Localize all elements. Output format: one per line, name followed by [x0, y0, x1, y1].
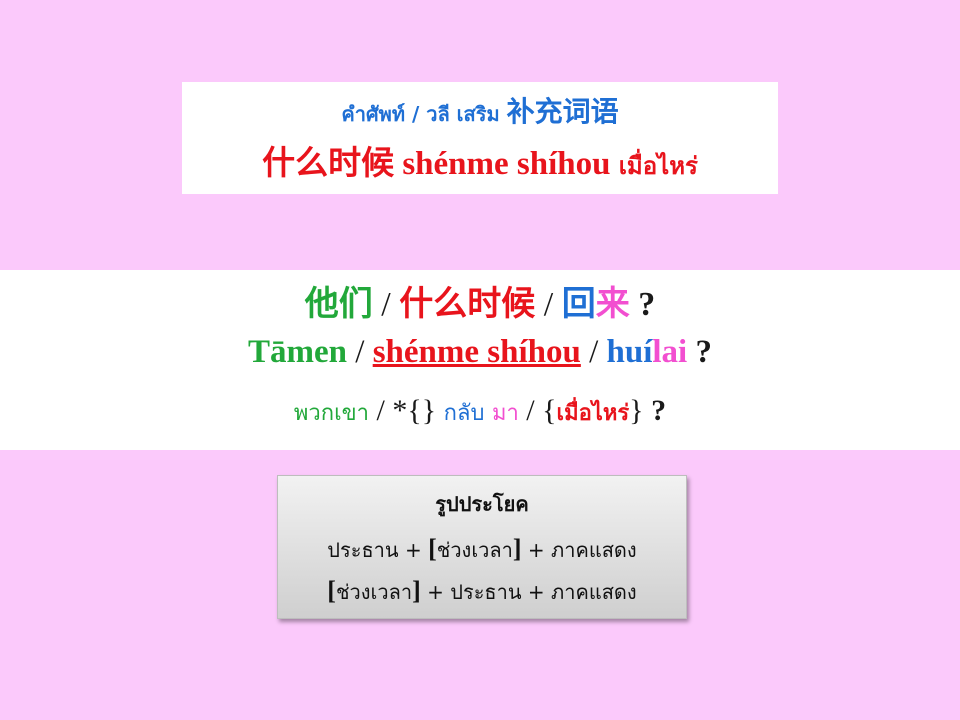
pinyin-time-word: shénme shíhou	[372, 334, 581, 370]
pattern-predicate: ภาคแสดง	[551, 580, 637, 604]
thai-subject: พวกเขา	[293, 401, 369, 426]
plus-sign: +	[427, 580, 444, 604]
sentence-pattern-box: รูปประโยค ประธาน + [ช่วงเวลา] + ภาคแสดง …	[277, 475, 687, 619]
pinyin-verb-1: huí	[606, 334, 653, 370]
chinese-verb-1: 回	[561, 286, 596, 323]
pattern-predicate: ภาคแสดง	[551, 538, 637, 562]
separator: /	[355, 334, 365, 370]
close-bracket: ]	[412, 576, 421, 605]
title-chinese-label: 补充词语	[506, 97, 619, 128]
close-bracket: ]	[512, 534, 522, 563]
chinese-verb-2: 来	[595, 286, 630, 323]
plus-sign: +	[527, 580, 545, 604]
separator: /	[543, 286, 554, 323]
pattern-line-2: [ช่วงเวลา] + ประธาน + ภาคแสดง	[278, 576, 686, 608]
separator: /	[381, 286, 391, 323]
thai-verb-2: มา	[491, 401, 519, 426]
pattern-subject: ประธาน	[327, 538, 399, 562]
open-bracket: [	[327, 576, 336, 605]
question-mark: ?	[638, 286, 656, 323]
vocabulary-title-box: คำศัพท์ / วลี เสริม 补充词语 什么时候 shénme shí…	[182, 82, 778, 194]
separator: /	[526, 394, 535, 427]
chinese-time-word: 什么时候	[399, 286, 536, 323]
pinyin-subject: Tāmen	[248, 334, 348, 370]
pattern-time: ช่วงเวลา	[436, 538, 513, 562]
thai-verb-1: กลับ	[443, 401, 485, 426]
thai-sentence: พวกเขา / *{} กลับ มา / {เมื่อไหร่} ?	[0, 394, 960, 430]
title-hanzi: 什么时候	[262, 146, 395, 182]
plus-sign: +	[527, 538, 545, 562]
pattern-subject: ประธาน	[450, 580, 522, 604]
separator: /	[376, 394, 385, 427]
pattern-time: ช่วงเวลา	[335, 580, 413, 604]
pinyin-verb-2: lai	[652, 334, 688, 370]
chinese-subject: 他们	[304, 286, 373, 323]
thai-time-word: เมื่อไหร่	[556, 401, 630, 426]
example-sentence-band: 他们 / 什么时候 / 回来 ? Tāmen / shénme shíhou /…	[0, 270, 960, 450]
open-brace: {	[542, 394, 557, 427]
title-thai-meaning: เมื่อไหร่	[618, 152, 698, 180]
separator: /	[589, 334, 599, 370]
title-pinyin: shénme shíhou	[402, 146, 611, 182]
pattern-title: รูปประโยค	[435, 492, 529, 516]
chinese-sentence: 他们 / 什么时候 / 回来 ?	[0, 276, 960, 325]
question-mark: ?	[651, 394, 667, 427]
title-line-2: 什么时候 shénme shíhou เมื่อไหร่	[182, 136, 778, 182]
plus-sign: +	[404, 538, 422, 562]
pattern-line-1: ประธาน + [ช่วงเวลา] + ภาคแสดง	[278, 534, 686, 566]
title-thai-label: คำศัพท์ / วลี เสริม	[341, 102, 500, 126]
question-mark: ?	[695, 334, 712, 370]
close-brace: }	[629, 394, 644, 427]
open-bracket: [	[428, 534, 437, 563]
pinyin-sentence: Tāmen / shénme shíhou / huílai ?	[0, 334, 960, 371]
thai-placeholder: *{}	[392, 394, 437, 427]
title-line-1: คำศัพท์ / วลี เสริม 补充词语	[182, 90, 778, 130]
